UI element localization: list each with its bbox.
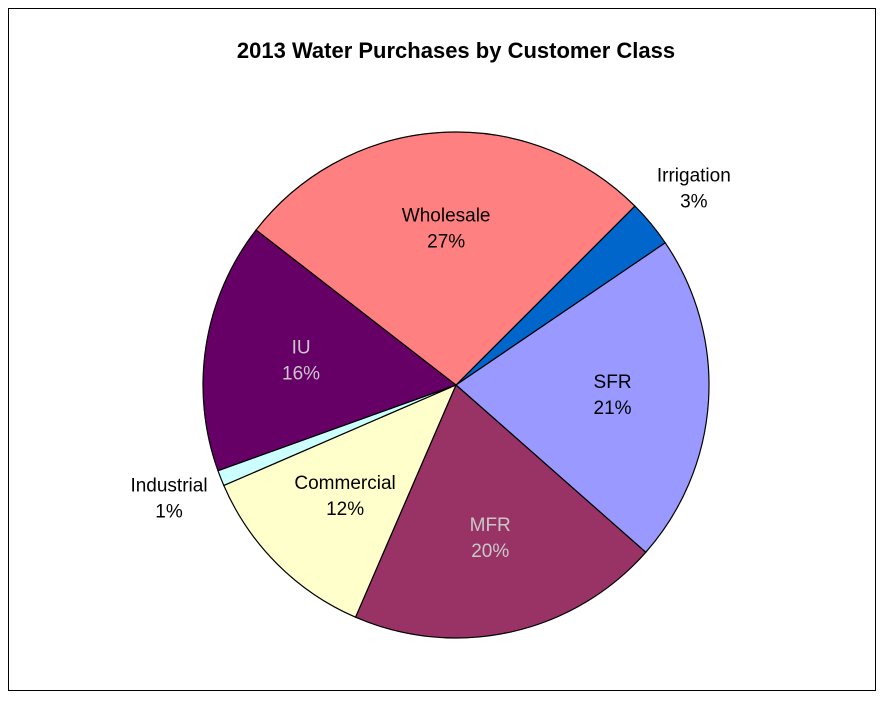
pie-slice [202,229,458,472]
pie-slice [255,131,636,386]
slice-label: Industrial [130,476,207,497]
pie-slice [223,383,458,618]
slice-value-label: 27% [427,231,465,252]
slice-label: MFR [470,515,511,536]
chart-title: 2013 Water Purchases by Customer Class [237,38,675,63]
slice-value-label: 16% [282,363,320,384]
pie-slice [354,384,647,639]
slice-label: IU [292,337,311,358]
slice-value-label: 21% [594,398,632,419]
slice-value-label: 1% [155,502,183,523]
slice-label: Commercial [294,473,395,494]
slice-value-label: 3% [680,191,708,212]
slice-label: Irrigation [657,165,731,186]
slice-value-label: 12% [326,499,364,520]
slice-label: Wholesale [402,205,491,226]
slice-value-label: 20% [471,541,509,562]
slice-label: SFR [594,372,632,393]
pie-slice [455,241,710,554]
